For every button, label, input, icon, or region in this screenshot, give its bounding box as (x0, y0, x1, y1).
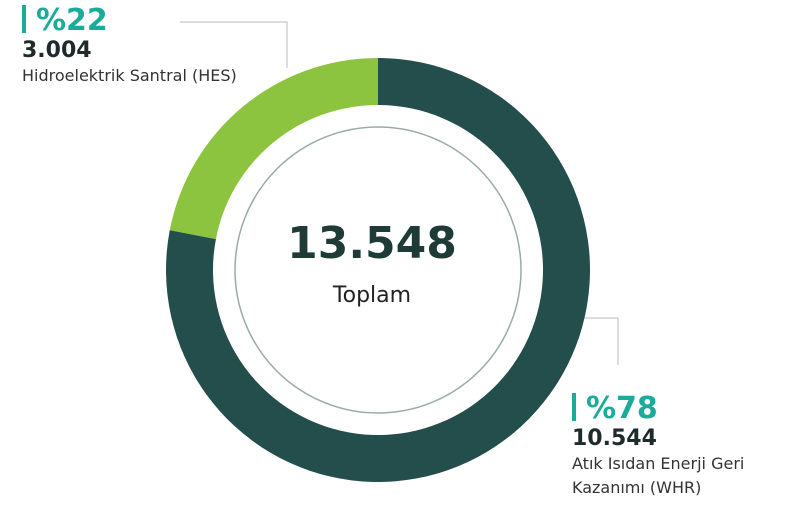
leader-line (580, 317, 619, 365)
label-block: %78 10.544 Atık Isıdan Enerji Geri Kazan… (572, 392, 790, 500)
amount: 3.004 (22, 38, 92, 63)
percent-text: %78 (586, 391, 658, 426)
total-caption: Toplam (332, 283, 411, 308)
donut (165, 58, 590, 482)
total: 13.548 (287, 218, 457, 269)
percent: %78 (572, 392, 790, 426)
category: Hidroelektrik Santral (HES) (22, 66, 237, 85)
percent-text: %22 (36, 3, 108, 38)
donut-segment (169, 58, 378, 240)
amount: 10.544 (572, 426, 657, 451)
leader-line (180, 21, 288, 68)
category: Atık Isıdan Enerji Geri Kazanımı (WHR) (572, 454, 745, 497)
label-block: %22 3.004 Hidroelektrik Santral (HES) (22, 4, 242, 88)
inner-circle (234, 126, 522, 414)
percent: %22 (22, 4, 242, 38)
